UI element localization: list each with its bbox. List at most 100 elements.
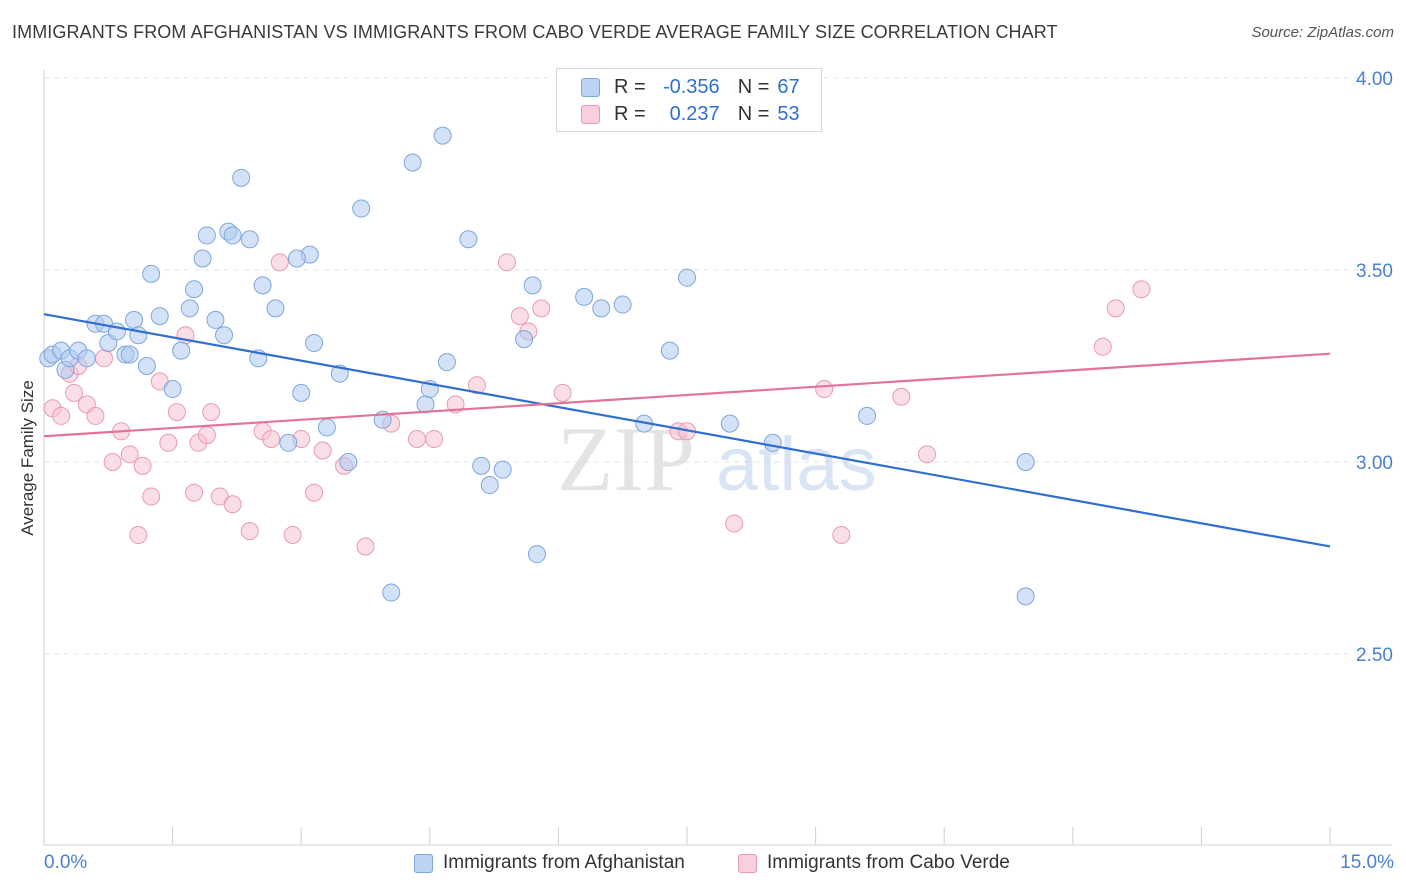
stat-r-label: R =	[614, 102, 646, 125]
correlation-stats-box: R = -0.356 N = 67 R = 0.237 N = 53	[556, 68, 822, 132]
afghanistan-point	[150, 307, 169, 326]
axes	[43, 70, 1392, 846]
cabo-verde-point	[305, 483, 324, 502]
afghanistan-point	[352, 199, 371, 218]
legend-label-afghanistan: Immigrants from Afghanistan	[443, 852, 685, 873]
afghanistan-point	[197, 226, 216, 245]
legend-label-cabo-verde: Immigrants from Cabo Verde	[767, 852, 1010, 873]
afghanistan-point	[382, 583, 401, 602]
afghanistan-point	[240, 230, 259, 249]
cabo-verde-point	[1132, 280, 1151, 299]
afghanistan-trend-line	[43, 313, 1331, 548]
afghanistan-point	[206, 310, 225, 329]
afghanistan-point	[575, 287, 594, 306]
y-tick-label: 2.50	[1356, 645, 1393, 666]
afghanistan-point	[472, 456, 491, 475]
y-tick-label: 3.00	[1356, 453, 1393, 474]
cabo-verde-point	[167, 403, 186, 422]
trend-lines	[43, 313, 1331, 548]
cabo-verde-point	[270, 253, 289, 272]
x-tick-max: 15.0%	[1340, 852, 1394, 873]
cabo-verde-point	[120, 445, 139, 464]
watermark: ZIP atlas	[557, 408, 877, 510]
stat-swatch-blue	[581, 77, 600, 97]
afghanistan-point	[266, 299, 285, 318]
stat-r-label: R =	[614, 75, 646, 98]
cabo-verde-point	[1093, 337, 1112, 356]
stat-r-value: 0.237	[669, 102, 720, 125]
y-tick-label: 3.50	[1356, 261, 1393, 282]
afghanistan-point	[1016, 453, 1035, 471]
afghanistan-point	[137, 357, 156, 375]
cabo-verde-point	[86, 406, 105, 425]
stat-n-label: N =	[737, 75, 770, 98]
afghanistan-point	[433, 126, 452, 145]
stat-row-afghanistan: R = -0.356 N = 67	[581, 74, 800, 100]
afghanistan-point	[515, 330, 534, 349]
cabo-verde-point	[65, 383, 84, 402]
y-axis-label: Average Family Size	[18, 380, 37, 536]
cabo-verde-point	[407, 429, 426, 448]
cabo-verde-point	[95, 349, 114, 368]
stat-swatch-pink	[581, 104, 600, 124]
cabo-verde-point	[313, 441, 332, 460]
afghanistan-point	[215, 326, 234, 345]
afghanistan-point	[403, 153, 422, 172]
afghanistan-point	[172, 341, 191, 360]
cabo-verde-point	[725, 514, 744, 533]
afghanistan-point	[592, 299, 611, 318]
afghanistan-point	[305, 333, 324, 352]
legend-item-cabo-verde[interactable]: Immigrants from Cabo Verde	[738, 852, 1010, 874]
afghanistan-point	[185, 280, 204, 299]
afghanistan-point	[527, 545, 546, 564]
cabo-verde-point	[815, 380, 834, 399]
cabo-verde-point	[142, 487, 161, 506]
afghanistan-point	[279, 433, 298, 452]
cabo-verde-trend-line	[43, 352, 1331, 438]
cabo-verde-point	[425, 429, 444, 448]
scatter-points	[39, 126, 1151, 606]
afghanistan-point	[720, 414, 739, 433]
cabo-verde-point	[510, 307, 529, 326]
stat-r-value: -0.356	[662, 75, 720, 98]
afghanistan-point	[180, 299, 199, 318]
afghanistan-point	[253, 276, 272, 295]
afghanistan-point	[163, 380, 182, 399]
afghanistan-point	[339, 453, 358, 471]
afghanistan-point	[292, 383, 311, 402]
stat-n-value: 53	[777, 102, 800, 125]
chart-title: IMMIGRANTS FROM AFGHANISTAN VS IMMIGRANT…	[12, 22, 1058, 42]
stat-n-label: N =	[737, 102, 770, 125]
cabo-verde-point	[497, 253, 516, 272]
afghanistan-point	[459, 230, 478, 249]
stat-n-value: 67	[777, 75, 800, 98]
cabo-verde-point	[532, 299, 551, 318]
afghanistan-point	[120, 345, 139, 364]
afghanistan-point	[1016, 587, 1035, 606]
cabo-verde-point	[283, 525, 302, 544]
afghanistan-point	[193, 249, 212, 268]
legend: Immigrants from Afghanistan Immigrants f…	[0, 852, 1406, 878]
afghanistan-point	[678, 268, 696, 287]
afghanistan-point	[125, 310, 144, 329]
x-tick-min: 0.0%	[44, 852, 88, 873]
cabo-verde-point	[103, 453, 122, 471]
cabo-verde-point	[202, 403, 221, 422]
legend-item-afghanistan[interactable]: Immigrants from Afghanistan	[414, 852, 685, 874]
cabo-verde-point	[240, 522, 259, 541]
afghanistan-point	[660, 341, 679, 360]
stat-row-cabo-verde: R = 0.237 N = 53	[581, 101, 800, 127]
afghanistan-point	[232, 168, 251, 187]
afghanistan-point	[437, 353, 456, 372]
watermark-atlas: atlas	[716, 422, 877, 507]
cabo-verde-point	[553, 383, 572, 402]
legend-swatch-blue	[414, 853, 433, 873]
cabo-verde-point	[832, 525, 851, 544]
afghanistan-point	[523, 276, 542, 295]
afghanistan-point	[77, 349, 96, 368]
afghanistan-point	[858, 406, 877, 425]
afghanistan-point	[317, 418, 336, 437]
afghanistan-point	[613, 295, 632, 314]
cabo-verde-point	[1106, 299, 1125, 318]
